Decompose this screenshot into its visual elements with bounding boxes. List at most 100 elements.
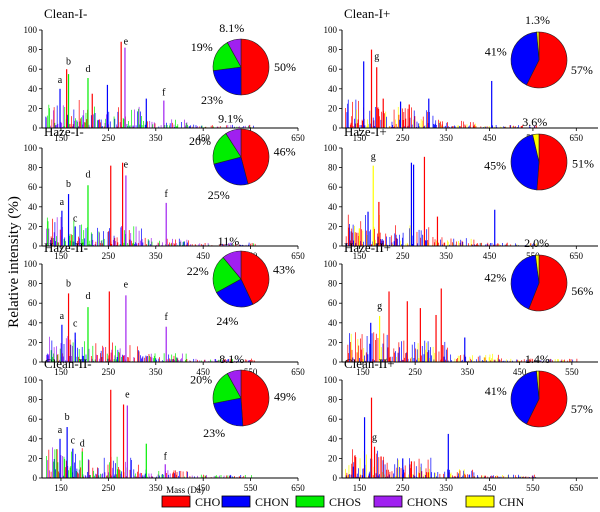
pie-clean-i: 57% 41% 1.3% bbox=[485, 13, 593, 89]
x-tick-label: 350 bbox=[439, 251, 453, 261]
panel-title: Clean-II+ bbox=[344, 356, 395, 371]
y-tick-label: 100 bbox=[324, 375, 338, 385]
peak-label-e: e bbox=[125, 390, 130, 401]
legend-label-cho: CHO bbox=[195, 495, 221, 509]
legend-swatch-chn bbox=[465, 495, 495, 508]
pie-slice-chon bbox=[510, 134, 540, 191]
y-tick-label: 60 bbox=[328, 414, 338, 424]
x-tick-label: 150 bbox=[54, 367, 68, 377]
x-tick-label: 450 bbox=[196, 251, 210, 261]
pie-label: 20% bbox=[190, 372, 212, 386]
x-axis-label: Mass (Da) bbox=[166, 485, 204, 495]
peak-label-b: b bbox=[66, 56, 71, 67]
pie-clean-i: 50% 23% 19% 8.1% bbox=[191, 21, 296, 107]
y-tick-label: 40 bbox=[328, 434, 338, 444]
pie-slice-cho bbox=[240, 250, 270, 305]
x-tick-label: 250 bbox=[102, 251, 116, 261]
panel-clean-i: Clean-I-abdef020406080100150250350450550… bbox=[24, 6, 306, 143]
peak-label-a: a bbox=[58, 75, 63, 86]
panel-haze-i: Haze-I+g02040608010015025035045055065051… bbox=[324, 115, 598, 261]
y-tick-label: 80 bbox=[328, 279, 338, 289]
y-tick-label: 100 bbox=[24, 259, 38, 269]
y-tick-label: 100 bbox=[324, 143, 338, 153]
y-tick-label: 20 bbox=[328, 221, 338, 231]
pie-label: 24% bbox=[216, 314, 238, 328]
pie-label: 8.1% bbox=[219, 352, 244, 366]
x-tick-label: 650 bbox=[570, 133, 584, 143]
legend-label-chn: CHN bbox=[499, 495, 525, 509]
x-tick-label: 250 bbox=[102, 133, 116, 143]
y-tick-label: 40 bbox=[28, 434, 38, 444]
peak-label-f: f bbox=[165, 189, 169, 200]
peak-label-g: g bbox=[371, 152, 376, 163]
minor-peaks bbox=[346, 332, 578, 362]
y-tick-label: 40 bbox=[28, 318, 38, 328]
x-tick-label: 450 bbox=[196, 483, 210, 493]
y-tick-label: 40 bbox=[328, 202, 338, 212]
y-tick-label: 20 bbox=[328, 453, 338, 463]
y-tick-label: 60 bbox=[28, 298, 38, 308]
peak-label-f: f bbox=[165, 312, 169, 323]
pie-slice-chon bbox=[212, 66, 242, 96]
legend: CHO CHON CHOS CHONS CHN bbox=[161, 495, 525, 509]
y-tick-label: 60 bbox=[328, 64, 338, 74]
pie-slice-chon bbox=[213, 397, 244, 427]
pie-slice-chn bbox=[536, 370, 540, 400]
peak-label-g: g bbox=[377, 301, 382, 312]
pie-slice-chons bbox=[225, 128, 242, 159]
y-tick-label: 20 bbox=[328, 337, 338, 347]
y-tick-label: 0 bbox=[33, 473, 38, 483]
peak-label-g: g bbox=[374, 51, 379, 62]
x-tick-label: 350 bbox=[149, 367, 163, 377]
y-tick-label: 80 bbox=[28, 163, 38, 173]
panels: Clean-I-abdef020406080100150250350450550… bbox=[24, 6, 598, 493]
y-tick-label: 0 bbox=[333, 123, 338, 133]
peak-label-a: a bbox=[60, 197, 65, 208]
x-tick-label: 150 bbox=[353, 133, 367, 143]
peak-label-e: e bbox=[124, 160, 129, 171]
legend-label-chon: CHON bbox=[255, 495, 289, 509]
x-tick-label: 150 bbox=[54, 483, 68, 493]
y-axis-label: Relative intensity (%) bbox=[6, 196, 22, 328]
y-tick-label: 20 bbox=[328, 103, 338, 113]
x-tick-label: 550 bbox=[244, 483, 258, 493]
x-tick-label: 150 bbox=[356, 367, 370, 377]
y-tick-label: 80 bbox=[328, 395, 338, 405]
minor-peaks bbox=[46, 447, 252, 478]
pie-slice-chon bbox=[510, 254, 540, 310]
pie-slice-chons bbox=[226, 369, 242, 400]
x-tick-label: 350 bbox=[149, 251, 163, 261]
pie-slice-chon bbox=[510, 31, 540, 86]
panel-title: Haze-I+ bbox=[344, 124, 387, 139]
y-tick-label: 60 bbox=[328, 298, 338, 308]
x-tick-label: 450 bbox=[483, 133, 497, 143]
pie-label: 3.6% bbox=[522, 115, 547, 129]
pie-label: 57% bbox=[571, 402, 593, 416]
y-tick-label: 80 bbox=[328, 163, 338, 173]
peak-label-g: g bbox=[372, 433, 377, 444]
x-tick-label: 350 bbox=[149, 133, 163, 143]
pie-label: 9.1% bbox=[218, 111, 243, 125]
y-tick-label: 20 bbox=[28, 103, 38, 113]
panel-title: Clean-I- bbox=[44, 6, 87, 21]
y-tick-label: 60 bbox=[28, 182, 38, 192]
y-tick-label: 80 bbox=[28, 279, 38, 289]
x-tick-label: 650 bbox=[291, 251, 305, 261]
peak-label-d: d bbox=[80, 439, 85, 450]
pie-haze-ii: 43% 24% 22% 11% bbox=[187, 234, 295, 328]
x-tick-label: 350 bbox=[149, 483, 163, 493]
pie-slice-chon bbox=[216, 278, 254, 308]
peak-label-d: d bbox=[85, 291, 90, 302]
pie-slice-chn bbox=[536, 31, 540, 61]
pie-label: 8.1% bbox=[219, 21, 244, 35]
pie-slice-chons bbox=[222, 250, 242, 280]
x-tick-label: 450 bbox=[483, 251, 497, 261]
panel-title: Haze-II- bbox=[44, 240, 88, 255]
pie-slice-chos bbox=[212, 257, 242, 293]
x-tick-label: 250 bbox=[102, 367, 116, 377]
pie-label: 57% bbox=[571, 63, 593, 77]
y-tick-label: 100 bbox=[24, 375, 38, 385]
peak-label-e: e bbox=[124, 279, 129, 290]
panel-title: Haze-I- bbox=[44, 124, 84, 139]
pie-slice-chons bbox=[226, 38, 242, 69]
